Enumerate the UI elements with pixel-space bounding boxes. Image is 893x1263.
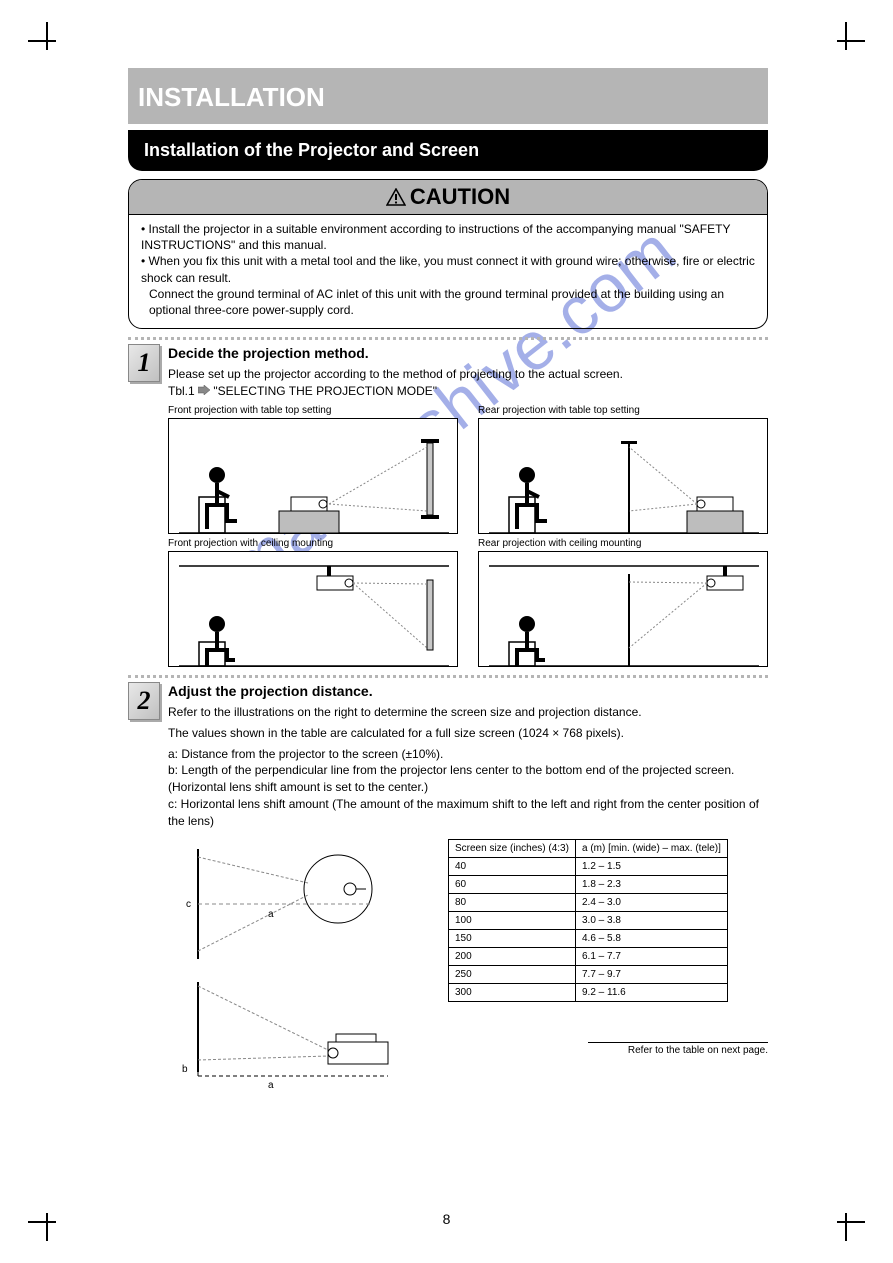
diagram-rear-table	[478, 418, 768, 534]
projection-diagrams: Front projection with table top setting	[168, 405, 768, 667]
side-view-diagram: b a	[168, 972, 418, 1092]
step-number: 2	[128, 682, 160, 720]
caution-body: • Install the projector in a suitable en…	[129, 215, 767, 328]
svg-text:c: c	[186, 899, 191, 910]
legend-c: c: Horizontal lens shift amount (The amo…	[168, 796, 768, 830]
diagram-label: Rear projection with ceiling mounting	[478, 538, 768, 549]
section-bar: Installation of the Projector and Screen	[128, 130, 768, 171]
table-row: 1003.0 – 3.8	[449, 912, 728, 930]
table-cell: 60	[449, 876, 576, 894]
caution-item: • When you fix this unit with a metal to…	[141, 253, 755, 285]
table-cell: 2.4 – 3.0	[576, 894, 728, 912]
table-cell: 1.2 – 1.5	[576, 858, 728, 876]
caution-item: • Install the projector in a suitable en…	[141, 221, 755, 253]
diagram-cell: Front projection with table top setting	[168, 405, 458, 534]
diagram-cell: Front projection with ceiling mounting	[168, 538, 458, 667]
table-cell: 80	[449, 894, 576, 912]
table-row: 601.8 – 2.3	[449, 876, 728, 894]
table-header: Screen size (inches) (4:3)	[449, 840, 576, 858]
caution-text: Connect the ground terminal of AC inlet …	[149, 287, 724, 317]
diagram-front-table	[168, 418, 458, 534]
table-cell: 300	[449, 984, 576, 1002]
caution-text: Install the projector in a suitable envi…	[141, 222, 730, 252]
top-view-diagram: c a	[168, 839, 418, 969]
ref-rule	[588, 1042, 768, 1043]
step-2: 2 Adjust the projection distance. Refer …	[128, 682, 768, 829]
lower-section: c a b a Screen size (inches) (4:3) a	[168, 839, 768, 1095]
svg-text:a: a	[268, 1080, 274, 1091]
divider	[128, 675, 768, 678]
table-row: 802.4 – 3.0	[449, 894, 728, 912]
table-cell: 3.0 – 3.8	[576, 912, 728, 930]
svg-text:a: a	[268, 909, 274, 920]
table-cell: 200	[449, 948, 576, 966]
table-cell: 1.8 – 2.3	[576, 876, 728, 894]
tbl-ref-text: "SELECTING THE PROJECTION MODE"	[213, 384, 437, 398]
diagram-label: Front projection with table top setting	[168, 405, 458, 416]
table-row: 401.2 – 1.5	[449, 858, 728, 876]
screen-size-table: Screen size (inches) (4:3) a (m) [min. (…	[448, 839, 728, 1002]
caution-text: When you fix this unit with a metal tool…	[141, 254, 755, 284]
step-lead: Adjust the projection distance.	[168, 682, 768, 702]
header-title: INSTALLATION	[138, 82, 325, 113]
table-cell: 9.2 – 11.6	[576, 984, 728, 1002]
page-content: INSTALLATION Installation of the Project…	[128, 68, 768, 1095]
table-row: 2006.1 – 7.7	[449, 948, 728, 966]
tbl-ref: Tbl.1 "SELECTING THE PROJECTION MODE"	[168, 383, 768, 400]
step-lead: Decide the projection method.	[168, 344, 768, 364]
header-bar: INSTALLATION	[128, 68, 768, 124]
distance-diagrams: c a b a	[168, 839, 428, 1095]
step-content: Decide the projection method. Please set…	[168, 344, 768, 399]
page-number: 8	[443, 1211, 451, 1227]
step-content: Adjust the projection distance. Refer to…	[168, 682, 768, 829]
table-cell: 4.6 – 5.8	[576, 930, 728, 948]
legend-b: b: Length of the perpendicular line from…	[168, 762, 768, 796]
step-number: 1	[128, 344, 160, 382]
table-row: 1504.6 – 5.8	[449, 930, 728, 948]
caution-box: CAUTION • Install the projector in a sui…	[128, 179, 768, 329]
table-cell: 7.7 – 9.7	[576, 966, 728, 984]
caution-item: Connect the ground terminal of AC inlet …	[149, 286, 755, 318]
table-header: a (m) [min. (wide) – max. (tele)]	[576, 840, 728, 858]
diagram-rear-ceiling	[478, 551, 768, 667]
diagram-front-ceiling	[168, 551, 458, 667]
screen-table-wrap: Screen size (inches) (4:3) a (m) [min. (…	[448, 839, 768, 1095]
table-cell: 6.1 – 7.7	[576, 948, 728, 966]
divider	[128, 337, 768, 340]
diagram-label: Rear projection with table top setting	[478, 405, 768, 416]
ref-note: Refer to the table on next page.	[448, 1045, 768, 1056]
step-body: Refer to the illustrations on the right …	[168, 704, 768, 721]
legend-a: a: Distance from the projector to the sc…	[168, 746, 768, 763]
diagram-cell: Rear projection with table top setting	[478, 405, 768, 534]
caution-header: CAUTION	[129, 180, 767, 215]
diagram-label: Front projection with ceiling mounting	[168, 538, 458, 549]
table-cell: 250	[449, 966, 576, 984]
step-body: Please set up the projector according to…	[168, 366, 768, 383]
diagram-cell: Rear projection with ceiling mounting	[478, 538, 768, 667]
arrow-right-icon	[198, 383, 210, 400]
table-cell: 150	[449, 930, 576, 948]
step-1: 1 Decide the projection method. Please s…	[128, 344, 768, 399]
crop-mark-tl	[28, 22, 68, 62]
step-body: The values shown in the table are calcul…	[168, 725, 768, 742]
caution-label: CAUTION	[410, 184, 510, 209]
svg-text:b: b	[182, 1064, 188, 1075]
crop-mark-bl	[28, 1201, 68, 1241]
table-row: Screen size (inches) (4:3) a (m) [min. (…	[449, 840, 728, 858]
table-row: 2507.7 – 9.7	[449, 966, 728, 984]
crop-mark-tr	[825, 22, 865, 62]
warning-icon	[386, 188, 406, 206]
table-cell: 40	[449, 858, 576, 876]
crop-mark-br	[825, 1201, 865, 1241]
table-cell: 100	[449, 912, 576, 930]
table-row: 3009.2 – 11.6	[449, 984, 728, 1002]
